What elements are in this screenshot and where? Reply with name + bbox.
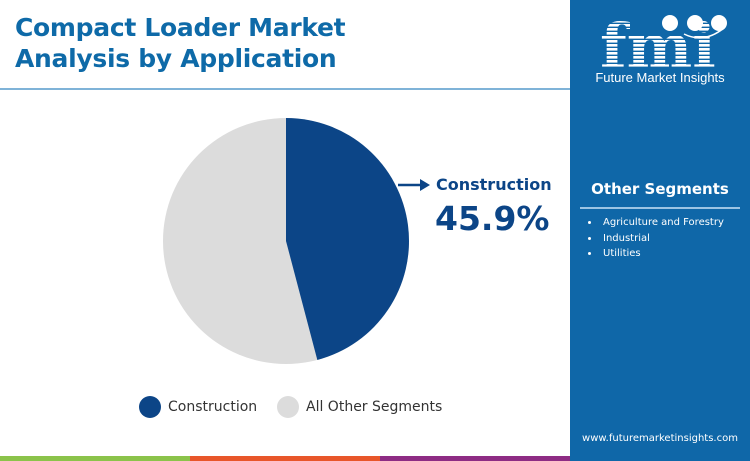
legend-swatch-other bbox=[277, 396, 299, 418]
other-segments-divider bbox=[580, 207, 740, 209]
legend-item-other: All Other Segments bbox=[277, 396, 442, 418]
segment-item: Agriculture and Forestry bbox=[586, 215, 724, 231]
stripe-purple bbox=[380, 456, 570, 461]
callout-value: 45.9% bbox=[435, 199, 550, 238]
title-divider bbox=[0, 88, 570, 90]
sidebar-panel: fmi Future Market Insights Other Segment… bbox=[570, 0, 750, 461]
website-link[interactable]: www.futuremarketinsights.com bbox=[582, 433, 738, 444]
callout-label: Construction bbox=[436, 175, 552, 194]
legend-label: Construction bbox=[168, 399, 258, 415]
legend-item-construction: Construction bbox=[139, 396, 257, 418]
fmi-logo-icon: fmi bbox=[600, 10, 727, 83]
brand-name: Future Market Insights bbox=[595, 70, 725, 85]
pie-chart bbox=[163, 118, 409, 364]
other-segments-title: Other Segments bbox=[591, 180, 729, 198]
stripe-orange bbox=[190, 456, 380, 461]
pie-slice-construction bbox=[286, 118, 409, 360]
other-segments-list: Agriculture and Forestry Industrial Util… bbox=[586, 215, 724, 262]
page-title: Compact Loader Market Analysis by Applic… bbox=[15, 13, 346, 73]
legend-label: All Other Segments bbox=[306, 399, 443, 415]
arrow-right-icon bbox=[398, 179, 430, 191]
stripe-green bbox=[0, 456, 190, 461]
segment-item: Industrial bbox=[586, 231, 724, 247]
segment-item: Utilities bbox=[586, 246, 724, 262]
legend-swatch-construction bbox=[139, 396, 161, 418]
